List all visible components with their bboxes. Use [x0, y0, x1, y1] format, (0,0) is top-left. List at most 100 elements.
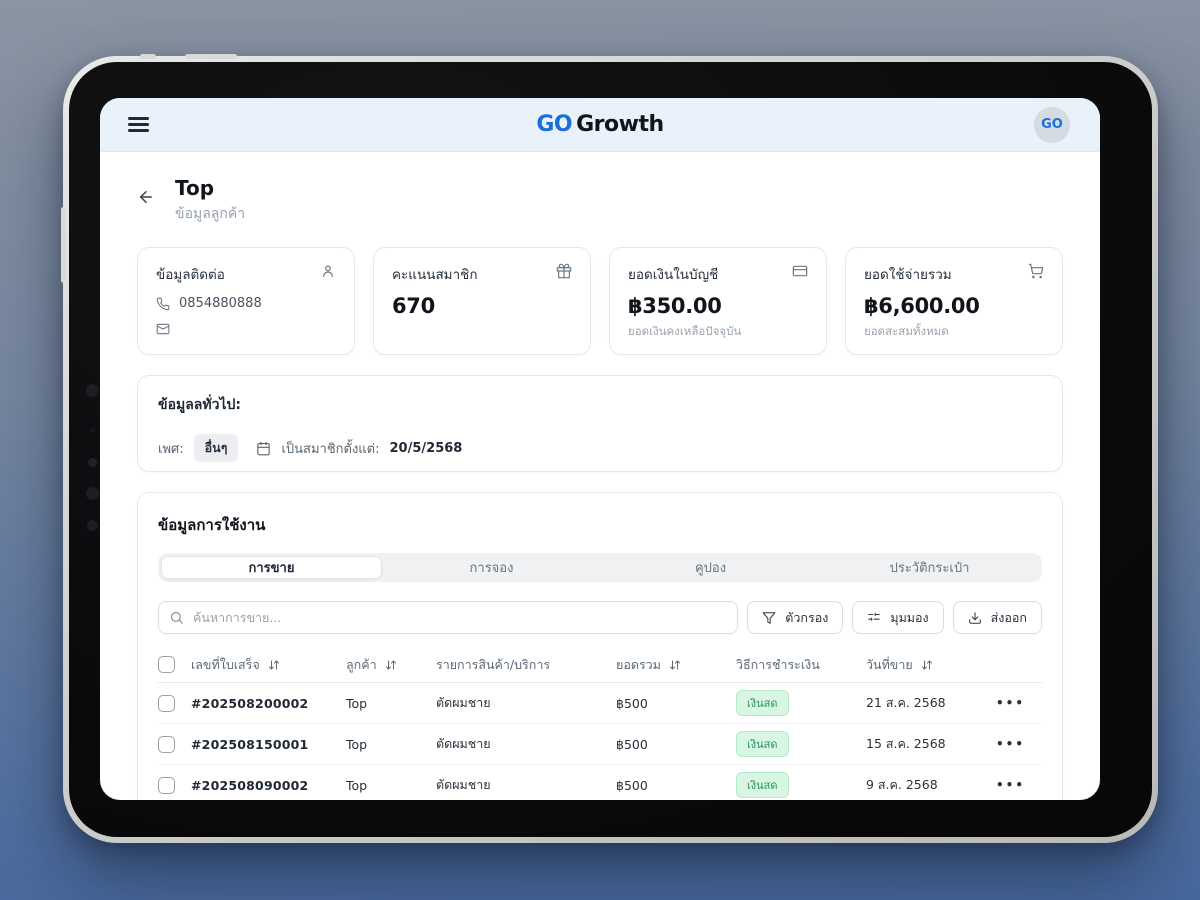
- cell-total: ฿500: [616, 777, 648, 793]
- gift-icon: [556, 263, 572, 283]
- avatar[interactable]: GO: [1034, 106, 1070, 143]
- tab-coupons[interactable]: คูปอง: [694, 561, 727, 576]
- spending-value: ฿6,600.00: [864, 294, 980, 318]
- app-header: GO Growth GO: [100, 98, 1100, 152]
- filter-button-label: ตัวกรอง: [785, 609, 829, 625]
- tab-wallet-history[interactable]: ประวัติกระเป๋า: [889, 561, 970, 576]
- search-wrap: [158, 601, 739, 634]
- cell-customer: Top: [346, 695, 368, 711]
- logo-growth: Growth: [576, 112, 664, 137]
- spending-card: ยอดใช้จ่ายรวม ฿6,600.00 ยอดสะสมทั้งหมด: [845, 247, 1063, 355]
- sort-total-icon[interactable]: [669, 659, 681, 671]
- sort-receipt-icon[interactable]: [268, 659, 280, 671]
- cell-items: ตัดผมชาย: [436, 777, 491, 792]
- contact-card-title: ข้อมูลติดต่อ: [156, 267, 225, 283]
- payment-badge: เงินสด: [736, 690, 789, 716]
- contact-email-row: [156, 322, 336, 336]
- back-button[interactable]: [137, 188, 155, 206]
- table-toolbar: ตัวกรอง มุมมอง ส่งออก: [158, 601, 1042, 634]
- usage-tabs: การขาย การจอง คูปอง ประวัติกระเป๋า: [158, 553, 1042, 582]
- balance-subtitle: ยอดเงินคงเหลือปัจจุบัน: [628, 324, 742, 338]
- search-input[interactable]: [158, 601, 739, 634]
- export-button-label: ส่งออก: [990, 609, 1027, 625]
- tablet-camera: [87, 520, 98, 531]
- col-items: รายการสินค้า/บริการ: [436, 656, 551, 672]
- page-head: Top ข้อมูลลูกค้า: [137, 176, 1063, 225]
- cell-items: ตัดผมชาย: [436, 695, 491, 710]
- page-title: Top: [175, 176, 215, 200]
- tab-bookings[interactable]: การจอง: [469, 561, 514, 576]
- cell-customer: Top: [346, 777, 368, 793]
- general-info-title: ข้อมูลลทั่วไป:: [158, 397, 241, 413]
- gender-badge: อื่นๆ: [193, 434, 239, 462]
- cart-icon: [1028, 263, 1044, 283]
- sort-date-icon[interactable]: [921, 659, 933, 671]
- cell-receipt: #202508200002: [191, 695, 309, 711]
- cell-receipt: #202508150001: [191, 736, 309, 752]
- row-checkbox[interactable]: [158, 694, 175, 712]
- tablet-device: GO Growth GO Top ข้อมูลลูกค้า: [61, 54, 1158, 843]
- filter-button[interactable]: ตัวกรอง: [747, 601, 844, 634]
- search-icon: [170, 611, 183, 624]
- points-card: คะแนนสมาชิก 670: [373, 247, 591, 355]
- row-menu-button[interactable]: •••: [996, 737, 1026, 751]
- table-header-row: เลขที่ใบเสร็จ ลูกค้า รายการสินค้า/บริการ…: [158, 647, 1042, 683]
- menu-icon[interactable]: [128, 114, 149, 136]
- mail-icon: [156, 322, 170, 336]
- tab-sales[interactable]: การขาย: [161, 556, 382, 579]
- stats-row: ข้อมูลติดต่อ 0854880888: [137, 247, 1063, 355]
- spending-subtitle: ยอดสะสมทั้งหมด: [864, 324, 949, 338]
- tablet-side-button: [61, 207, 66, 283]
- cell-total: ฿500: [616, 736, 648, 752]
- tablet-camera: [90, 428, 95, 433]
- points-value: 670: [392, 294, 435, 318]
- cell-date: 9 ส.ค. 2568: [866, 777, 938, 792]
- row-menu-button[interactable]: •••: [996, 696, 1026, 710]
- funnel-icon: [762, 611, 776, 624]
- table-row[interactable]: #202508200002 Top ตัดผมชาย ฿500 เงินสด 2…: [158, 683, 1042, 724]
- member-since-value: 20/5/2568: [389, 440, 463, 456]
- export-button[interactable]: ส่งออก: [952, 601, 1042, 634]
- app-logo: GO Growth: [536, 112, 664, 137]
- payment-badge: เงินสด: [736, 731, 789, 757]
- gender-label: เพศ:: [158, 441, 184, 457]
- contact-phone-row: 0854880888: [156, 296, 336, 311]
- tablet-camera: [86, 487, 99, 500]
- col-payment: วิธีการชำระเงิน: [736, 656, 820, 672]
- phone-icon: [156, 297, 170, 311]
- points-card-title: คะแนนสมาชิก: [392, 267, 478, 283]
- cell-date: 15 ส.ค. 2568: [866, 736, 946, 751]
- tablet-volume-button: [185, 54, 237, 59]
- view-button[interactable]: มุมมอง: [852, 601, 944, 634]
- sliders-icon: [868, 612, 881, 621]
- row-checkbox[interactable]: [158, 735, 175, 753]
- person-icon: [320, 263, 336, 283]
- logo-go: GO: [536, 112, 573, 137]
- cell-receipt: #202508090002: [191, 777, 309, 793]
- contact-card: ข้อมูลติดต่อ 0854880888: [137, 247, 355, 355]
- arrow-left-icon: [140, 191, 152, 203]
- col-customer: ลูกค้า: [346, 656, 377, 672]
- cell-total: ฿500: [616, 695, 648, 711]
- credit-card-icon: [792, 263, 808, 283]
- row-menu-button[interactable]: •••: [996, 778, 1026, 792]
- page-subtitle: ข้อมูลลูกค้า: [175, 206, 246, 222]
- general-info-card: ข้อมูลลทั่วไป: เพศ: อื่นๆ เป็นสมาชิกตั้ง…: [137, 375, 1063, 472]
- table-row[interactable]: #202508090002 Top ตัดผมชาย ฿500 เงินสด 9…: [158, 765, 1042, 800]
- calendar-icon: [256, 441, 271, 456]
- view-button-label: มุมมอง: [890, 609, 929, 625]
- app-screen: GO Growth GO Top ข้อมูลลูกค้า: [100, 98, 1100, 800]
- tablet-camera: [88, 458, 97, 467]
- contact-phone: 0854880888: [179, 296, 262, 311]
- col-receipt: เลขที่ใบเสร็จ: [191, 656, 260, 672]
- sales-table: เลขที่ใบเสร็จ ลูกค้า รายการสินค้า/บริการ…: [158, 647, 1042, 800]
- table-row[interactable]: #202508150001 Top ตัดผมชาย ฿500 เงินสด 1…: [158, 724, 1042, 765]
- tablet-camera: [86, 384, 99, 397]
- sort-customer-icon[interactable]: [385, 659, 397, 671]
- tablet-volume-button: [140, 54, 156, 59]
- select-all-checkbox[interactable]: [158, 656, 175, 673]
- spending-card-title: ยอดใช้จ่ายรวม: [864, 267, 952, 283]
- download-icon: [968, 611, 981, 624]
- row-checkbox[interactable]: [158, 776, 175, 794]
- col-total: ยอดรวม: [616, 656, 661, 672]
